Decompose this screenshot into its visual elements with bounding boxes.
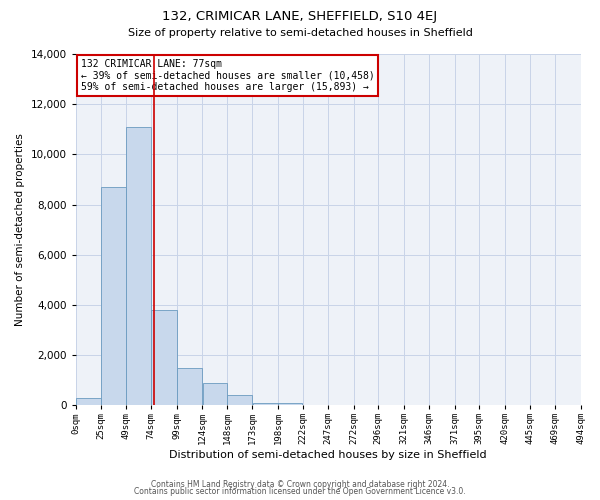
Bar bbox=[278, 402, 302, 405]
Y-axis label: Number of semi-detached properties: Number of semi-detached properties bbox=[15, 133, 25, 326]
Bar bbox=[177, 368, 202, 405]
Bar bbox=[101, 187, 125, 405]
Text: Size of property relative to semi-detached houses in Sheffield: Size of property relative to semi-detach… bbox=[128, 28, 472, 38]
Bar bbox=[227, 395, 253, 405]
Text: Contains HM Land Registry data © Crown copyright and database right 2024.: Contains HM Land Registry data © Crown c… bbox=[151, 480, 449, 489]
Text: 132 CRIMICAR LANE: 77sqm
← 39% of semi-detached houses are smaller (10,458)
59% : 132 CRIMICAR LANE: 77sqm ← 39% of semi-d… bbox=[81, 60, 374, 92]
Text: Contains public sector information licensed under the Open Government Licence v3: Contains public sector information licen… bbox=[134, 487, 466, 496]
X-axis label: Distribution of semi-detached houses by size in Sheffield: Distribution of semi-detached houses by … bbox=[169, 450, 487, 460]
Bar bbox=[253, 402, 278, 405]
Bar bbox=[203, 382, 227, 405]
Bar bbox=[76, 398, 101, 405]
Bar bbox=[126, 127, 151, 405]
Bar bbox=[151, 310, 177, 405]
Text: 132, CRIMICAR LANE, SHEFFIELD, S10 4EJ: 132, CRIMICAR LANE, SHEFFIELD, S10 4EJ bbox=[163, 10, 437, 23]
